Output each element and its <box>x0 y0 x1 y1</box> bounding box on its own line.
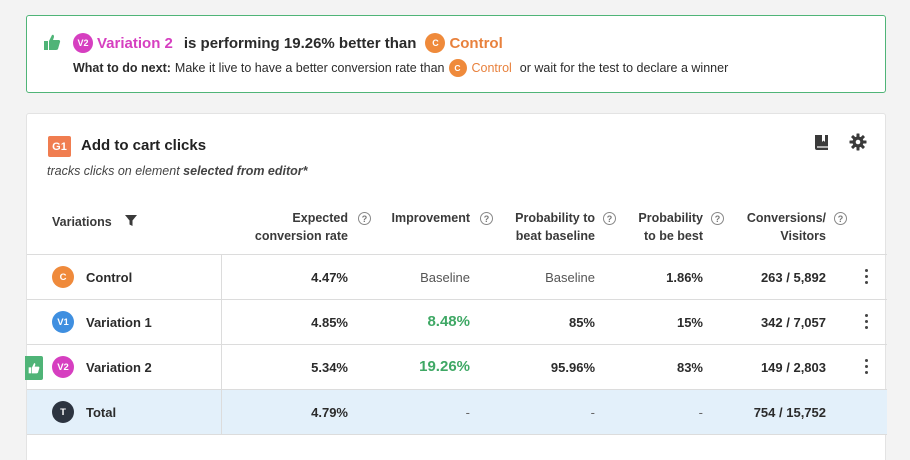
help-icon[interactable]: ? <box>711 212 724 225</box>
improvement: 8.48% <box>427 313 470 330</box>
table-row-control[interactable]: C Control 4.47% Baseline Baseline 1.86% … <box>27 255 887 300</box>
table-row-total: T Total 4.79% - - - 754 / 15,752 <box>27 390 887 435</box>
prob-header-l1: Probability to <box>515 211 595 225</box>
variation-2-badge: V2 <box>52 356 74 378</box>
rate-header-l1: Expected <box>292 211 348 225</box>
next-label: What to do next: <box>73 61 171 75</box>
best-header: Probability to be best <box>638 209 703 245</box>
control-badge: C <box>52 266 74 288</box>
filter-icon[interactable] <box>124 214 138 227</box>
variations-header: Variations <box>52 215 112 229</box>
help-icon[interactable]: ? <box>358 212 371 225</box>
variation-1-badge: V1 <box>52 311 74 333</box>
help-icon[interactable]: ? <box>834 212 847 225</box>
prob-beat-baseline: - <box>590 405 595 420</box>
control-badge: C <box>425 33 446 53</box>
conversions-visitors: 263 / 5,892 <box>760 270 826 285</box>
banner-headline: V2 Variation 2 is performing 19.26% bett… <box>73 33 503 53</box>
book-icon[interactable] <box>814 134 830 151</box>
performing-text: is performing 19.26% better than <box>183 34 417 52</box>
column-divider <box>221 345 222 389</box>
conv-header-l1: Conversions/ <box>746 211 826 225</box>
variations-table: Variations Expected conversion rate ? Im… <box>25 197 887 435</box>
winner-name: Variation 2 <box>97 34 173 52</box>
wait-text: or wait for the test to declare a winner <box>519 61 729 75</box>
prob-best: 15% <box>676 315 703 330</box>
conv-header: Conversions/ Visitors <box>747 209 826 245</box>
table-header: Variations Expected conversion rate ? Im… <box>27 197 887 255</box>
variation-name: Variation 1 <box>86 315 152 330</box>
thumbs-up-icon <box>44 34 61 50</box>
table-row-variation-2[interactable]: V2 Variation 2 5.34% 19.26% 95.96% 83% 1… <box>25 345 887 390</box>
table-row-variation-1[interactable]: V1 Variation 1 4.85% 8.48% 85% 15% 342 /… <box>27 300 887 345</box>
variation-name: Variation 2 <box>86 360 152 375</box>
prob-header-l2: beat baseline <box>515 229 595 243</box>
conversion-rate: 5.34% <box>311 360 348 375</box>
variation-name: Control <box>86 270 133 285</box>
total-label: Total <box>86 405 117 420</box>
goal-report-card: G1 Add to cart clicks tracks clicks on e… <box>25 113 887 460</box>
column-divider <box>221 300 222 344</box>
prob-best: 83% <box>676 360 703 375</box>
rate-header: Expected conversion rate <box>255 209 348 245</box>
prob-beat-baseline: 85% <box>568 315 595 330</box>
improvement: 19.26% <box>419 358 470 375</box>
goal-description: tracks clicks on element selected from e… <box>47 164 308 178</box>
variation-2-badge: V2 <box>73 33 93 53</box>
improvement: - <box>465 405 470 420</box>
winner-banner: V2 Variation 2 is performing 19.26% bett… <box>26 15 886 93</box>
prob-beat-baseline: 95.96% <box>550 360 595 375</box>
improvement-header: Improvement <box>391 211 471 225</box>
prob-best: 1.86% <box>666 270 703 285</box>
rate-header-l2: conversion rate <box>254 229 348 243</box>
goal-title: Add to cart clicks <box>81 137 207 154</box>
gear-icon[interactable] <box>849 133 867 151</box>
more-options-icon[interactable] <box>865 314 869 330</box>
help-icon[interactable]: ? <box>480 212 493 225</box>
next-text: Make it live to have a better conversion… <box>174 61 445 75</box>
conversion-rate: 4.79% <box>311 405 348 420</box>
more-options-icon[interactable] <box>865 269 869 285</box>
control-name: Control <box>449 34 503 52</box>
conversions-visitors: 754 / 15,752 <box>753 405 826 420</box>
improvement: Baseline <box>420 270 470 285</box>
column-divider <box>221 255 222 299</box>
prob-beat-baseline: Baseline <box>545 270 595 285</box>
best-header-l1: Probability <box>638 211 703 225</box>
control-badge-small: C <box>448 59 467 77</box>
control-name-small: Control <box>471 61 512 75</box>
goal-badge: G1 <box>48 136 71 157</box>
thumbs-up-icon <box>28 363 40 374</box>
prob-best: - <box>698 405 703 420</box>
conversions-visitors: 342 / 7,057 <box>760 315 826 330</box>
goal-desc-prefix: tracks clicks on element <box>47 164 180 178</box>
conversion-rate: 4.47% <box>311 270 348 285</box>
banner-next-steps: What to do next: Make it live to have a … <box>73 59 728 77</box>
total-badge: T <box>52 401 74 423</box>
help-icon[interactable]: ? <box>603 212 616 225</box>
conv-header-l2: Visitors <box>780 229 826 243</box>
goal-desc-bold: selected from editor* <box>183 164 308 178</box>
prob-header: Probability to beat baseline <box>515 209 595 245</box>
conversion-rate: 4.85% <box>311 315 348 330</box>
best-header-l2: to be best <box>643 229 703 243</box>
winner-marker <box>25 356 43 380</box>
column-divider <box>221 390 222 434</box>
conversions-visitors: 149 / 2,803 <box>760 360 826 375</box>
more-options-icon[interactable] <box>865 359 869 375</box>
